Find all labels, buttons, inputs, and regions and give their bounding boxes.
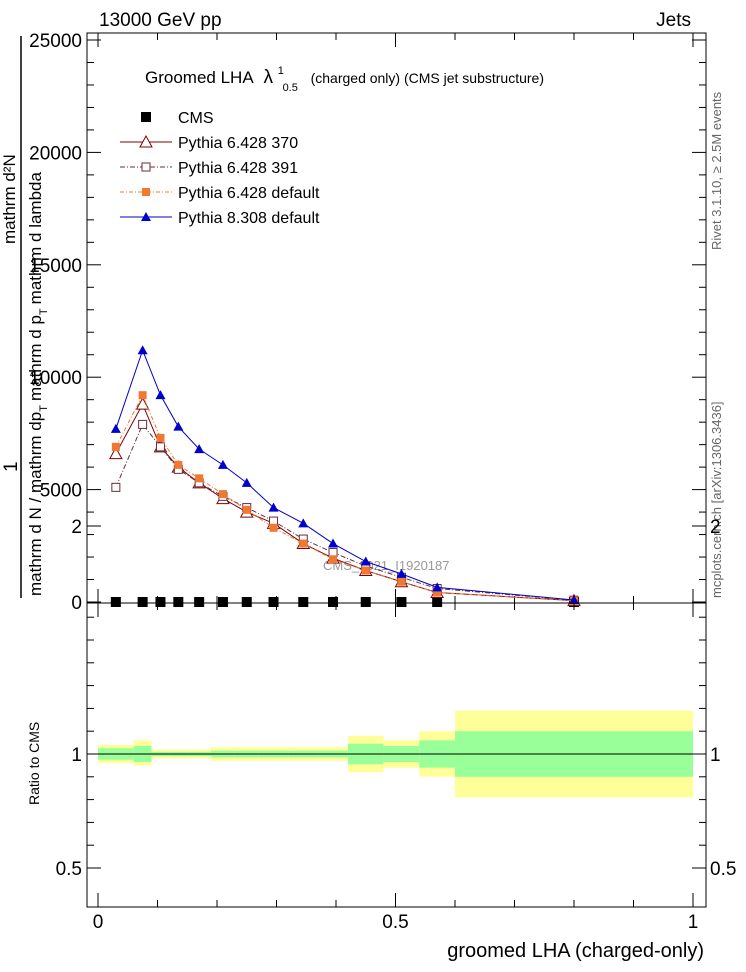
marker-triangle-filled <box>173 421 184 431</box>
series-line <box>115 423 575 601</box>
marker-square-filled <box>138 391 147 400</box>
marker-square <box>360 597 371 607</box>
legend: CMS Pythia 6.428 370 Pythia 6.428 391 Pythi… <box>120 110 320 227</box>
legend-label: Pythia 6.428 391 <box>178 160 298 177</box>
marker-square-filled <box>397 577 406 586</box>
marker-square-filled <box>299 539 308 548</box>
title-main: Groomed LHA <box>145 68 254 87</box>
marker-triangle-filled <box>155 390 166 400</box>
marker-square <box>268 597 279 607</box>
ratio-y-tick-label: 1 <box>71 745 82 766</box>
plot-title: Groomed LHA λ 1 0.5 (charged only) (CMS … <box>145 59 544 95</box>
ratio-plot-ticks: 0.5 0.5 1 1 2 2 0 0.5 1 <box>56 517 737 933</box>
marker-square <box>110 597 121 607</box>
y-tick-label: 15000 <box>29 256 82 277</box>
legend-label: Pythia 6.428 370 <box>178 135 298 152</box>
marker-square <box>173 597 184 607</box>
marker-square-filled <box>269 523 278 532</box>
ylabel-denominator: mathrm d²N <box>0 154 19 244</box>
marker-triangle-filled <box>241 477 252 487</box>
title-rest: (charged only) (CMS jet substructure) <box>311 70 544 86</box>
marker-square-open <box>141 162 151 172</box>
ratio-plot-frame <box>86 602 707 908</box>
marker-triangle-filled <box>432 582 443 592</box>
marker-square-filled <box>156 433 165 442</box>
marker-triangle-filled <box>396 568 407 578</box>
ratio-y-tick-label: 2 <box>71 517 82 538</box>
marker-square-open <box>138 419 148 429</box>
marker-triangle-open <box>139 134 153 148</box>
marker-triangle-filled <box>141 212 151 221</box>
marker-square-open <box>111 482 121 492</box>
marker-square-filled <box>142 188 150 196</box>
marker-square-filled <box>195 474 204 483</box>
marker-triangle-filled <box>194 444 205 454</box>
marker-square <box>328 597 339 607</box>
marker-square <box>432 597 443 607</box>
marker-square-open <box>155 442 165 452</box>
marker-triangle-filled <box>217 459 228 469</box>
y-tick-label: 10000 <box>29 368 82 389</box>
marker-square <box>241 597 252 607</box>
marker-square <box>141 112 151 122</box>
x-tick-label: 0 <box>93 912 104 933</box>
marker-square-filled <box>218 490 227 499</box>
marker-triangle-open <box>109 446 123 460</box>
marker-square-filled <box>111 442 120 451</box>
marker-triangle-open <box>135 397 150 410</box>
mcplots-label: mcplots.cern.ch [arXiv:1306.3436] <box>709 401 724 598</box>
y-tick-label: 5000 <box>40 481 82 502</box>
title-sub: 0.5 <box>283 82 298 94</box>
main-y-axis-label: 1 mathrm d N / mathrm dpTmathrm d pTmath… <box>0 36 50 598</box>
legend-label: Pythia 8.308 default <box>178 210 320 227</box>
rivet-version-label: Rivet 3.1.10, ≥ 2.5M events <box>709 91 724 250</box>
title-lambda: λ <box>263 67 273 88</box>
ratio-y-tick-label: 0.5 <box>56 859 82 880</box>
main-plot-ticks: 0 5000 10000 15000 20000 25000 <box>29 31 706 614</box>
legend-label: Pythia 6.428 default <box>178 185 320 202</box>
x-axis-label: groomed LHA (charged-only) <box>447 940 704 962</box>
ylabel-one: 1 <box>1 461 22 472</box>
x-tick-label: 0.5 <box>382 912 408 933</box>
marker-triangle-filled <box>569 594 579 604</box>
marker-square <box>217 597 228 607</box>
ylabel-numerator: mathrm d N / mathrm dpTmathrm d pTmathrm… <box>26 172 50 596</box>
ratio-y-tick-label-right: 1 <box>710 745 721 766</box>
marker-triangle-filled <box>110 423 121 433</box>
y-tick-label: 25000 <box>29 31 82 52</box>
marker-square-filled <box>329 555 338 564</box>
ratio-ylabel: Ratio to CMS <box>26 722 42 805</box>
ratio-y-tick-label-right: 2 <box>710 517 721 538</box>
header-energy: 13000 GeV pp <box>99 10 222 31</box>
marker-square <box>396 597 407 607</box>
ratio-y-tick-label-right: 0.5 <box>710 859 736 880</box>
marker-triangle-filled <box>328 538 339 548</box>
marker-square-filled <box>174 460 183 469</box>
marker-triangle-filled <box>298 518 309 528</box>
marker-triangle-filled <box>360 556 371 566</box>
marker-triangle-filled <box>268 502 279 512</box>
marker-triangle-filled <box>137 345 148 355</box>
title-sup: 1 <box>278 65 284 77</box>
x-tick-label: 1 <box>688 912 699 933</box>
y-tick-label: 20000 <box>29 143 82 164</box>
marker-square <box>155 597 166 607</box>
marker-square-filled <box>242 505 251 514</box>
legend-label: CMS <box>178 110 214 127</box>
y-tick-label: 0 <box>71 593 82 614</box>
header-jets: Jets <box>656 10 691 31</box>
marker-square-filled <box>361 566 370 575</box>
series-line <box>115 348 575 601</box>
analysis-watermark: CMS_2021_I1920187 <box>323 558 450 573</box>
marker-square <box>298 597 309 607</box>
marker-square-filled <box>433 588 442 597</box>
marker-square <box>194 597 205 607</box>
marker-square <box>137 597 148 607</box>
series-line <box>115 394 575 602</box>
